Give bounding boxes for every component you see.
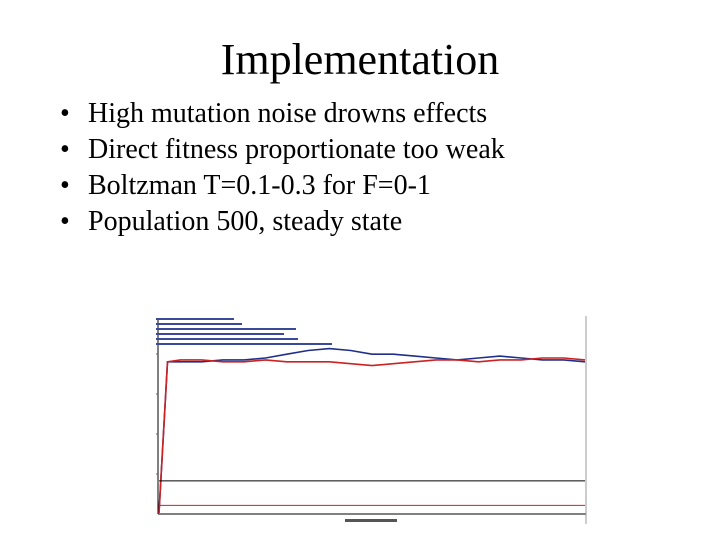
slide-title: Implementation — [220, 35, 500, 84]
legend-line — [156, 343, 332, 345]
bullet-text: Direct fitness proportionate too weak — [88, 134, 505, 165]
legend-block — [156, 318, 332, 345]
bullet-item: • High mutation noise drowns effects — [60, 96, 505, 132]
legend-line — [156, 333, 284, 335]
bullet-item: • Boltzman T=0.1-0.3 for F=0-1 — [60, 168, 505, 204]
series-line-2 — [158, 357, 586, 514]
bullet-dot-icon: • — [60, 134, 70, 165]
bullet-text: High mutation noise drowns effects — [88, 98, 488, 129]
bullet-dot-icon: • — [60, 170, 70, 201]
bullet-text: Population 500, steady state — [88, 206, 403, 237]
bullet-dot-icon: • — [60, 98, 70, 129]
bullet-item: • Direct fitness proportionate too weak — [60, 132, 505, 168]
fitness-plot — [150, 314, 590, 524]
legend-line — [156, 328, 296, 330]
series-line-1 — [158, 347, 586, 514]
legend-line — [156, 323, 242, 325]
y-ticks — [156, 353, 158, 475]
legend-line — [156, 318, 234, 320]
bullet-list: • High mutation noise drowns effects • D… — [60, 96, 505, 240]
bullet-text: Boltzman T=0.1-0.3 for F=0-1 — [88, 170, 431, 201]
bullet-item: • Population 500, steady state — [60, 204, 505, 240]
bullet-dot-icon: • — [60, 206, 70, 237]
series-layer — [158, 347, 586, 514]
legend-line — [156, 338, 298, 340]
x-axis-caption — [345, 519, 397, 522]
fitness-plot-svg — [156, 316, 587, 524]
